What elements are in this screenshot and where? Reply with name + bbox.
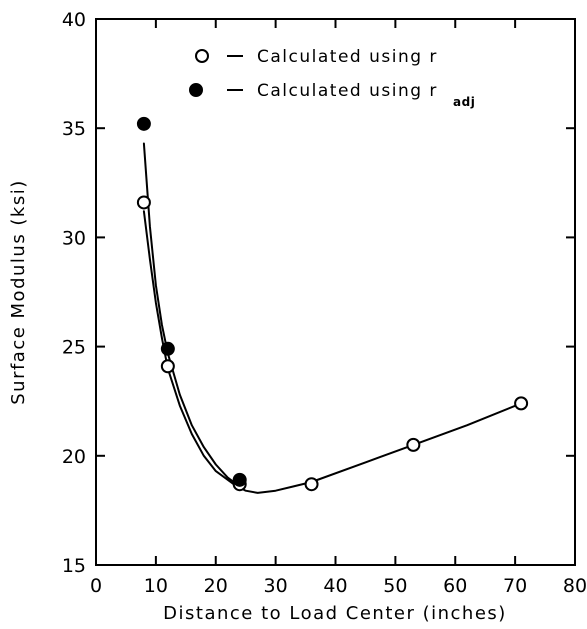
x-axis-label: Distance to Load Center (inches): [163, 603, 507, 624]
x-tick-label: 10: [144, 575, 168, 597]
legend-label-radj-subscript: adj: [453, 95, 475, 109]
x-tick-label: 0: [90, 575, 102, 597]
legend-label-r: Calculated using r: [257, 47, 438, 67]
x-tick-label: 80: [563, 575, 587, 597]
point-filled-circle: [160, 341, 175, 356]
point-open-circle: [406, 437, 421, 452]
legend-label-radj: Calculated using r: [257, 81, 438, 101]
fit-curves: [142, 142, 523, 494]
y-tick-label: 30: [62, 227, 86, 249]
fit-curve-series-0: [142, 210, 523, 494]
point-open-circle: [136, 195, 151, 210]
x-tick-label: 50: [383, 575, 407, 597]
x-tick-label: 70: [503, 575, 527, 597]
point-open-circle: [304, 477, 319, 492]
fit-curve-series-1: [142, 142, 238, 486]
y-tick-label: 40: [62, 9, 86, 31]
x-tick-label: 40: [323, 575, 347, 597]
legend-filled-circle-marker: [189, 83, 203, 97]
y-tick-label: 25: [62, 337, 86, 359]
point-open-circle: [160, 359, 175, 374]
y-axis-ticks: 15 20 25 30 35 40: [62, 9, 575, 577]
legend-open-circle-marker: [195, 49, 209, 63]
y-tick-label: 20: [62, 446, 86, 468]
point-filled-circle: [232, 472, 247, 487]
x-tick-label: 30: [264, 575, 288, 597]
data-points: [136, 116, 529, 492]
y-tick-label: 15: [62, 555, 86, 577]
y-tick-label: 35: [62, 118, 86, 140]
x-tick-label: 60: [443, 575, 467, 597]
x-tick-label: 20: [204, 575, 228, 597]
y-axis-label: Surface Modulus (ksi): [8, 179, 29, 405]
point-filled-circle: [136, 116, 151, 131]
point-open-circle: [514, 396, 529, 411]
legend: Calculated using r Calculated using r ad…: [189, 47, 475, 109]
x-axis-ticks: 0 10 20 30 40 50 60 70 80: [90, 19, 587, 597]
